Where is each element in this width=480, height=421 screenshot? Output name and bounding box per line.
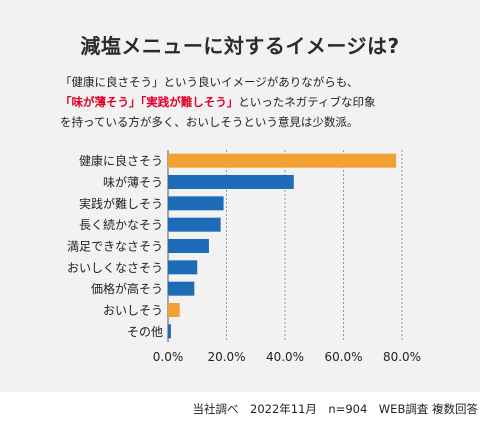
bar xyxy=(168,260,198,275)
description-line-2-rest: といったネガティブな印象 xyxy=(238,95,376,109)
x-tick-label: 60.0% xyxy=(324,350,362,364)
bar-chart: 健康に良さそう味が薄そう実践が難しそう長く続かなそう満足できなさそうおいしくなさ… xyxy=(67,150,421,364)
category-label: その他 xyxy=(127,325,163,339)
description-line-3: を持っている方が多く、おいしそうという意見は少数派。 xyxy=(60,115,359,129)
x-tick-label: 0.0% xyxy=(153,350,184,364)
x-tick-label: 80.0% xyxy=(383,350,421,364)
tick-labels: 0.0% 20.0% 40.0% 60.0% 80.0% xyxy=(153,350,421,364)
description-highlight: 「味が薄そう」「実践が難しそう」 xyxy=(60,95,239,109)
bar xyxy=(168,153,397,168)
category-label: 味が薄そう xyxy=(103,175,163,190)
category-label: 長く続かなそう xyxy=(79,218,163,232)
description: 「健康に良さそう」という良いイメージがありながらも、 「味が薄そう」「実践が難し… xyxy=(60,72,470,132)
description-line-1: 「健康に良さそう」という良いイメージがありながらも、 xyxy=(60,75,359,89)
bar xyxy=(168,281,195,296)
source-note: 当社調べ 2022年11月 n=904 WEB調査 複数回答 xyxy=(192,402,478,416)
bars xyxy=(168,153,397,339)
category-label: 健康に良さそう xyxy=(79,153,163,168)
category-label: 満足できなさそう xyxy=(67,240,163,254)
bar xyxy=(168,196,224,211)
chart-panel xyxy=(0,0,480,392)
category-label: おいしそう xyxy=(103,304,163,318)
category-label: 実践が難しそう xyxy=(79,196,163,211)
description-line-2: 「味が薄そう」「実践が難しそう」といったネガティブな印象 xyxy=(60,92,470,112)
category-label: 価格が高そう xyxy=(91,281,163,296)
page-title: 減塩メニューに対するイメージは? xyxy=(80,34,400,58)
bar xyxy=(168,303,180,317)
x-tick-label: 40.0% xyxy=(266,350,304,364)
category-labels: 健康に良さそう味が薄そう実践が難しそう長く続かなそう満足できなさそうおいしくなさ… xyxy=(67,153,163,339)
bar xyxy=(168,217,221,232)
bar xyxy=(168,175,294,189)
bar xyxy=(168,239,209,253)
x-tick-label: 20.0% xyxy=(207,350,245,364)
bar xyxy=(168,324,171,339)
category-label: おいしくなさそう xyxy=(67,261,163,275)
